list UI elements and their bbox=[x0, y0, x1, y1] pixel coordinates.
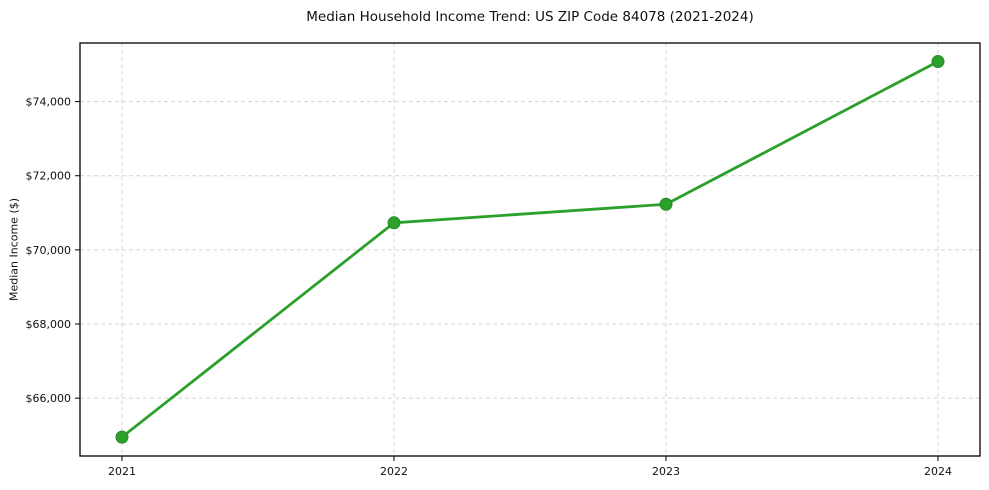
data-point-2021 bbox=[115, 430, 129, 444]
y-tick-label: $70,000 bbox=[26, 244, 72, 257]
y-tick-label: $66,000 bbox=[26, 392, 72, 405]
chart-title: Median Household Income Trend: US ZIP Co… bbox=[306, 9, 754, 25]
x-tick-label: 2021 bbox=[108, 465, 136, 478]
data-point-2023 bbox=[659, 197, 673, 211]
x-tick-label: 2022 bbox=[380, 465, 408, 478]
data-point-2024 bbox=[931, 55, 945, 69]
y-tick-label: $68,000 bbox=[26, 318, 72, 331]
x-tick-label: 2023 bbox=[652, 465, 680, 478]
y-tick-label: $72,000 bbox=[26, 170, 72, 183]
plot-border bbox=[79, 42, 981, 457]
data-point-2022 bbox=[387, 216, 401, 230]
y-tick-label: $74,000 bbox=[26, 96, 72, 109]
x-tick-label: 2024 bbox=[924, 465, 952, 478]
income-trend-line bbox=[120, 60, 940, 439]
y-axis-title: Median Income ($) bbox=[7, 197, 21, 302]
